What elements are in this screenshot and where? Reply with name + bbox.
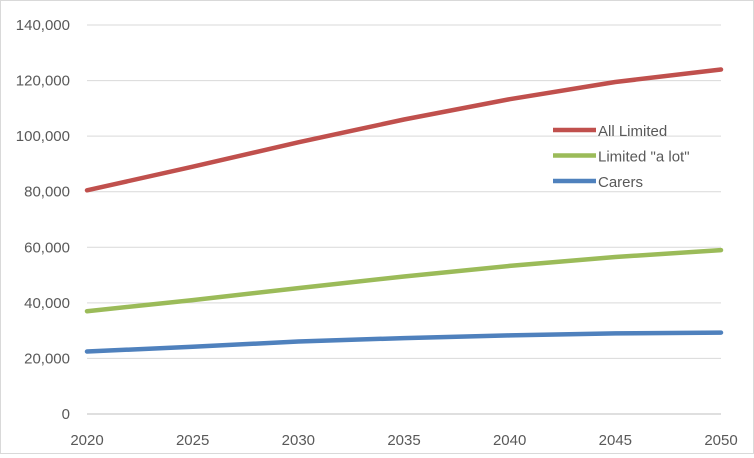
x-tick-label: 2020 <box>70 432 103 449</box>
x-tick-label: 2030 <box>282 432 315 449</box>
x-tick-label: 2050 <box>704 432 737 449</box>
x-tick-label: 2025 <box>176 432 209 449</box>
y-tick-label: 0 <box>62 406 70 423</box>
series-line-1 <box>84 247 724 314</box>
legend-label-2: Carers <box>598 174 643 191</box>
x-tick-label: 2045 <box>599 432 632 449</box>
y-tick-label: 20,000 <box>24 350 70 367</box>
legend-label-0: All Limited <box>598 123 667 140</box>
x-tick-label: 2040 <box>493 432 526 449</box>
y-tick-label: 100,000 <box>16 128 70 145</box>
legend: All Limited Limited "a lot" Carers <box>553 123 690 191</box>
series-line-0 <box>84 67 724 193</box>
x-tick-label: 2035 <box>387 432 420 449</box>
y-tick-label: 80,000 <box>24 184 70 201</box>
legend-label-1: Limited "a lot" <box>598 149 690 166</box>
series-line-2 <box>84 330 724 354</box>
y-tick-label: 60,000 <box>24 239 70 256</box>
series-lines <box>84 67 724 354</box>
y-axis-tick-labels: 0 20,000 40,000 60,000 80,000 100,000 120,000 1… <box>16 17 70 423</box>
y-tick-label: 140,000 <box>16 17 70 34</box>
y-tick-label: 120,000 <box>16 73 70 90</box>
y-tick-label: 40,000 <box>24 295 70 312</box>
gridlines <box>87 24 721 415</box>
x-axis-tick-labels: 2020 2025 2030 2035 2040 2045 2050 <box>70 432 737 449</box>
